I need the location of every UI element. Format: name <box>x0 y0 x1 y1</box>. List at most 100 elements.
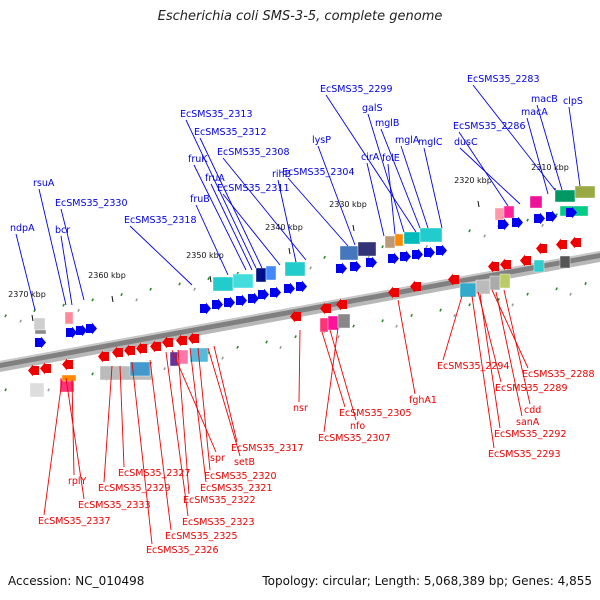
reverse-gene-arrow <box>448 273 459 286</box>
reverse-gene-arrow <box>112 346 123 359</box>
reverse-track-dash <box>236 345 239 349</box>
forward-track-dash <box>4 314 7 318</box>
reverse-track-dash <box>410 313 413 318</box>
kbp-tick-mark <box>352 224 355 232</box>
kbp-tick-mark <box>209 275 212 283</box>
forward-gene-arrow <box>258 288 269 301</box>
feature-block <box>327 315 339 331</box>
forward-track-dash <box>120 292 123 297</box>
reverse-track-dash <box>395 324 398 328</box>
reverse-track-dash <box>294 335 297 339</box>
reverse-gene-arrow <box>150 340 161 353</box>
reverse-gene-label: EcSMS35_2325 <box>165 531 238 542</box>
forward-gene-arrow <box>498 218 509 231</box>
forward-gene-arrow <box>436 244 447 257</box>
forward-gene-arrow <box>35 336 46 349</box>
reverse-gene-label: EcSMS35_2329 <box>98 483 171 494</box>
forward-track-dash <box>149 287 152 291</box>
feature-block <box>29 382 45 398</box>
reverse-track-dash <box>279 345 282 350</box>
kbp-tick-label: 2340 kbp <box>265 223 303 232</box>
reverse-gene-leader <box>165 351 189 517</box>
reverse-track-dash <box>337 335 340 339</box>
reverse-gene-label: EcSMS35_2307 <box>318 433 391 444</box>
forward-gene-label: EcSMS35_2330 <box>55 198 128 209</box>
reverse-gene-label: EcSMS35_2326 <box>146 545 219 556</box>
forward-track-dash <box>483 234 486 238</box>
reverse-gene-arrow <box>28 364 39 377</box>
forward-gene-leader <box>536 104 563 191</box>
forward-gene-leader <box>210 183 253 271</box>
kbp-tick-mark <box>31 314 34 322</box>
forward-gene-leader <box>195 204 229 276</box>
forward-gene-label: EcSMS35_2312 <box>194 127 267 138</box>
forward-gene-arrow <box>400 250 411 263</box>
forward-track-dash <box>135 298 138 302</box>
forward-gene-label: clpS <box>563 96 583 107</box>
feature-block <box>64 311 74 325</box>
reverse-gene-arrow <box>290 310 301 323</box>
reverse-gene-arrow <box>162 336 173 349</box>
reverse-gene-leader <box>197 347 211 471</box>
reverse-gene-label: setB <box>234 457 255 468</box>
forward-gene-leader <box>185 119 257 269</box>
feature-block <box>574 185 596 199</box>
forward-gene-arrow <box>296 280 307 293</box>
forward-gene-label: mglB <box>375 118 399 129</box>
forward-gene-label: mglA <box>395 135 420 146</box>
reverse-track-dash <box>163 367 166 371</box>
forward-gene-label: fruA <box>205 173 225 184</box>
forward-gene-label: EcSMS35_2304 <box>282 167 355 178</box>
forward-gene-arrow <box>388 252 399 265</box>
reverse-gene-leader <box>442 295 463 361</box>
forward-gene-arrow <box>534 212 545 225</box>
forward-gene-leader <box>526 117 549 195</box>
feature-block <box>265 265 277 281</box>
forward-gene-label: EcSMS35_2286 <box>453 121 526 132</box>
forward-gene-leader <box>459 147 521 205</box>
reverse-gene-arrow <box>136 342 147 355</box>
forward-gene-arrow <box>200 302 211 315</box>
reverse-gene-label: spr <box>210 453 225 464</box>
reverse-gene-arrow <box>570 236 581 249</box>
reverse-track-dash <box>569 292 572 296</box>
map-title: Escherichia coli SMS-3-5, complete genom… <box>157 9 443 24</box>
reverse-track-dash <box>439 308 442 312</box>
feature-block <box>212 276 234 292</box>
forward-gene-arrow <box>284 282 295 295</box>
forward-gene-label: macB <box>531 94 558 105</box>
feature-block <box>339 245 359 261</box>
reverse-track-dash <box>511 303 514 307</box>
forward-gene-label: rsuA <box>33 178 55 189</box>
reverse-track-dash <box>47 388 50 392</box>
reverse-gene-arrow <box>556 238 567 251</box>
reverse-gene-leader <box>213 345 238 443</box>
feature-block <box>357 241 377 257</box>
reverse-gene-arrow <box>500 258 511 271</box>
kbp-tick-label: 2350 kbp <box>186 251 224 260</box>
reverse-gene-label: EcSMS35_2327 <box>118 468 191 479</box>
forward-gene-leader <box>317 145 356 246</box>
reverse-gene-leader <box>207 347 241 457</box>
reverse-gene-label: EcSMS35_2317 <box>231 443 304 454</box>
forward-gene-label: EcSMS35_2313 <box>180 109 253 120</box>
reverse-gene-arrow <box>98 350 109 363</box>
kbp-tick-label: 2360 kbp <box>88 271 126 280</box>
feature-block <box>34 329 47 335</box>
forward-track-dash <box>77 308 80 313</box>
reverse-gene-arrow <box>176 334 187 347</box>
reverse-gene-leader <box>43 379 63 516</box>
forward-gene-arrow <box>66 326 77 339</box>
forward-gene-leader <box>222 193 281 266</box>
reverse-track-dash <box>221 356 224 360</box>
forward-gene-arrow <box>546 210 557 223</box>
forward-gene-arrow <box>270 286 281 299</box>
reverse-gene-arrow <box>320 302 331 315</box>
reverse-gene-label: EcSMS35_2323 <box>182 517 255 528</box>
forward-gene-label: EcSMS35_2308 <box>217 147 290 158</box>
feature-block <box>403 231 421 245</box>
reverse-gene-label: nfo <box>350 421 365 432</box>
feature-block <box>529 195 543 209</box>
reverse-gene-leader <box>298 329 301 403</box>
forward-gene-arrow <box>86 322 97 335</box>
